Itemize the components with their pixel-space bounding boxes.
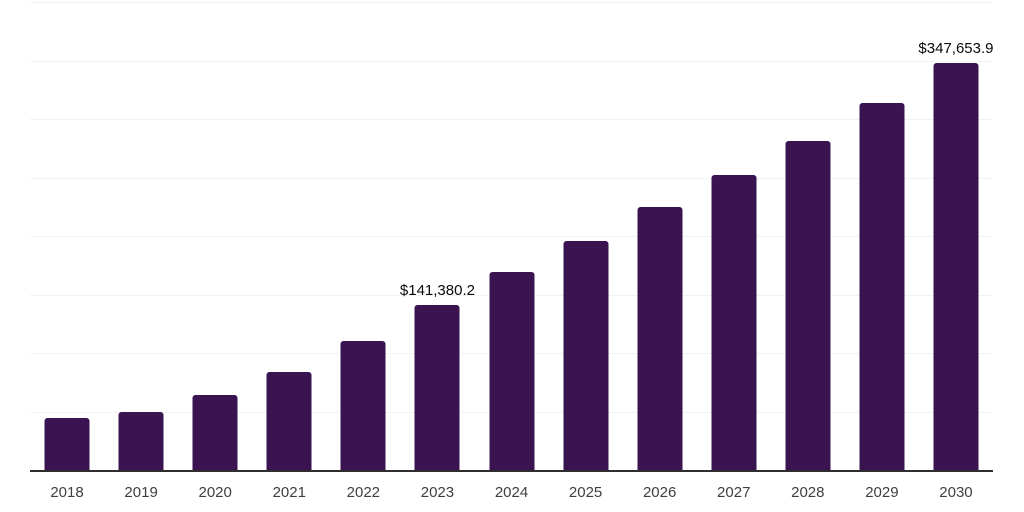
data-label-2030: $347,653.9 — [918, 40, 994, 58]
x-tick-label-2027: 2027 — [717, 484, 751, 501]
x-axis-labels: 2018 2019 2020 2021 2022 2023 2024 2025 2026 2027… — [30, 483, 993, 503]
bar-2020[interactable] — [192, 395, 238, 470]
bar-slot-2022 — [326, 2, 400, 470]
bar-2019[interactable] — [118, 412, 164, 470]
x-tick-label-2019: 2019 — [124, 484, 158, 501]
bar-slot-2023: $141,380.2 — [399, 2, 475, 470]
bar-2029[interactable] — [859, 103, 905, 470]
x-tick-label-2018: 2018 — [50, 484, 84, 501]
bar-2018[interactable] — [44, 417, 90, 470]
x-tick-label-2020: 2020 — [198, 484, 232, 501]
bar-2024[interactable] — [489, 271, 534, 470]
bar-2027[interactable] — [711, 174, 757, 470]
bar-slot-2028 — [771, 2, 845, 470]
bar-2023[interactable] — [414, 304, 460, 470]
bar-slot-2027 — [697, 2, 771, 470]
bar-2028[interactable] — [785, 140, 831, 470]
x-tick-label-2023: 2023 — [420, 484, 455, 501]
gridline — [30, 236, 993, 237]
x-tick-label-2026: 2026 — [642, 484, 677, 501]
bar-2021[interactable] — [266, 371, 312, 470]
bar-2030[interactable] — [933, 63, 979, 470]
x-tick-label-2021: 2021 — [272, 484, 306, 501]
bar-slot-2030: $347,653.9 — [918, 2, 994, 470]
data-label-2023: $141,380.2 — [399, 281, 475, 299]
gridline — [30, 177, 993, 179]
bar-slot-2021 — [252, 2, 326, 470]
bar-slot-2019 — [104, 2, 178, 470]
bar-slot-2029 — [845, 2, 919, 470]
gridline — [30, 119, 993, 120]
x-tick-label-2024: 2024 — [494, 484, 529, 501]
plot-area: $141,380.2 $347,653.9 — [30, 2, 994, 472]
bar-slot-2020 — [178, 2, 252, 470]
bar-slot-2026 — [623, 2, 697, 470]
x-axis-line — [30, 470, 993, 472]
bar-slot-2025 — [549, 2, 623, 470]
bars-row: $141,380.2 $347,653.9 — [30, 2, 994, 470]
x-tick-label-2028: 2028 — [791, 484, 825, 501]
x-tick-label-2029: 2029 — [865, 484, 899, 501]
bar-2022[interactable] — [340, 340, 386, 470]
bar-slot-2018 — [30, 2, 104, 470]
gridline — [30, 60, 993, 62]
bar-2026[interactable] — [637, 207, 683, 470]
bar-2025[interactable] — [563, 241, 609, 470]
bar-slot-2024 — [474, 2, 548, 470]
x-tick-label-2022: 2022 — [346, 484, 381, 501]
gridline — [30, 2, 993, 3]
x-tick-label-2025: 2025 — [568, 484, 603, 501]
x-tick-label-2030: 2030 — [939, 484, 973, 501]
